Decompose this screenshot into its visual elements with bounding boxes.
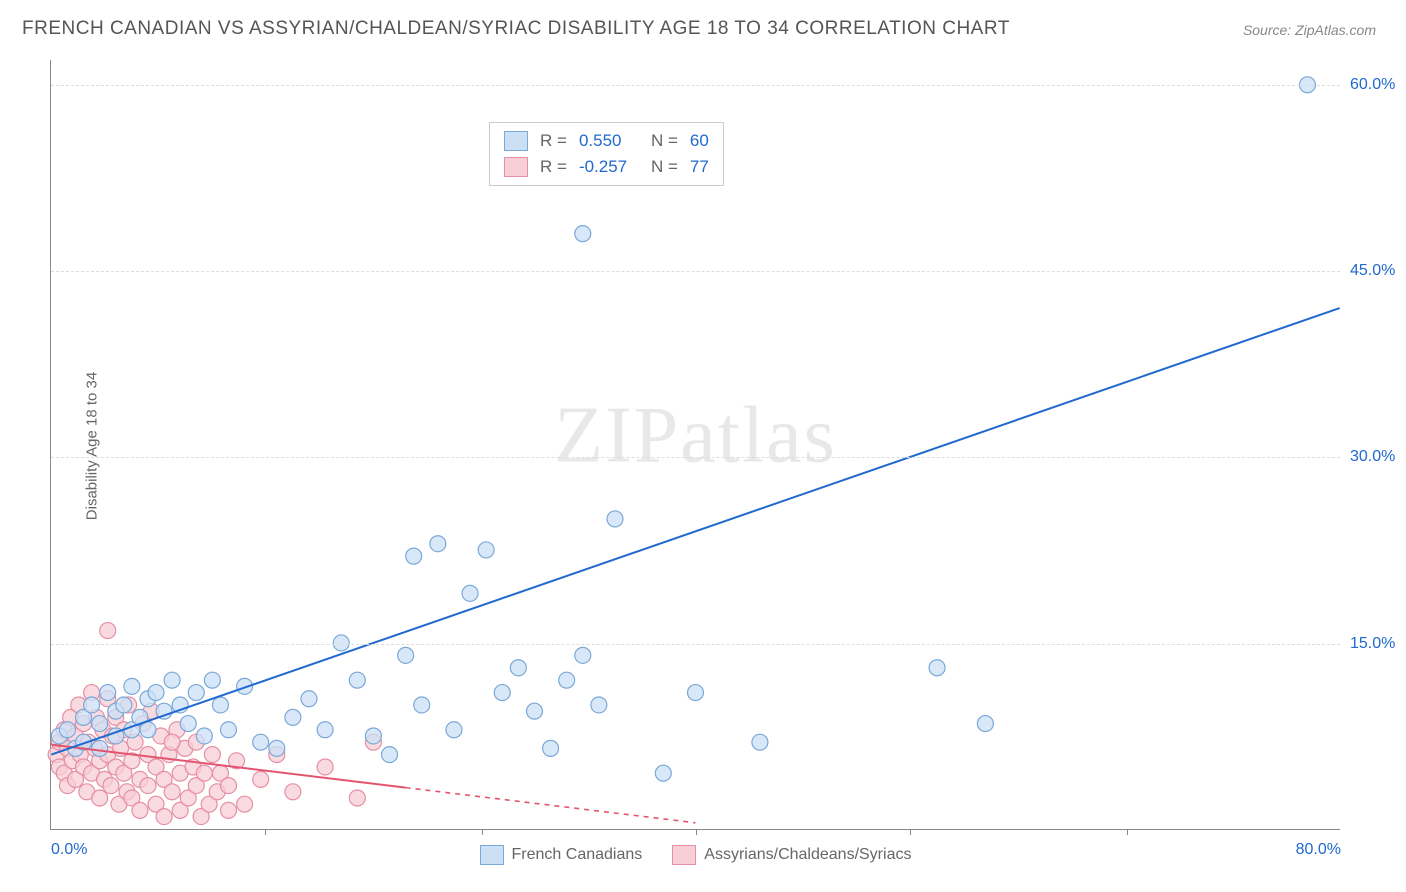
r-label: R =	[540, 157, 567, 177]
x-tick-label: 0.0%	[51, 841, 87, 859]
x-tick-mark	[265, 829, 266, 835]
bottom-legend: French Canadians Assyrians/Chaldeans/Syr…	[51, 845, 1340, 865]
n-label: N =	[651, 131, 678, 151]
gridline-h	[51, 271, 1340, 272]
y-tick-label: 45.0%	[1350, 262, 1406, 280]
x-tick-mark	[910, 829, 911, 835]
y-tick-label: 30.0%	[1350, 448, 1406, 466]
x-tick-mark	[1127, 829, 1128, 835]
correlation-legend: R = 0.550 N = 60 R = -0.257 N = 77	[489, 122, 724, 186]
swatch-series-2	[504, 157, 528, 177]
series-1-label: French Canadians	[512, 846, 643, 864]
gridline-h	[51, 85, 1340, 86]
x-tick-mark	[696, 829, 697, 835]
y-tick-label: 60.0%	[1350, 76, 1406, 94]
gridline-h	[51, 644, 1340, 645]
r-value: 0.550	[579, 131, 639, 151]
r-value: -0.257	[579, 157, 639, 177]
y-tick-label: 15.0%	[1350, 635, 1406, 653]
n-value: 77	[690, 157, 709, 177]
swatch-series-1-b	[480, 845, 504, 865]
legend-item-series-2: Assyrians/Chaldeans/Syriacs	[672, 845, 911, 865]
legend-row-series-1: R = 0.550 N = 60	[504, 128, 709, 154]
chart-title: FRENCH CANADIAN VS ASSYRIAN/CHALDEAN/SYR…	[22, 18, 1010, 40]
legend-row-series-2: R = -0.257 N = 77	[504, 154, 709, 180]
swatch-series-2-b	[672, 845, 696, 865]
gridline-h	[51, 457, 1340, 458]
series-2-label: Assyrians/Chaldeans/Syriacs	[704, 846, 911, 864]
r-label: R =	[540, 131, 567, 151]
x-tick-label: 80.0%	[1296, 841, 1341, 859]
legend-item-series-1: French Canadians	[480, 845, 643, 865]
x-tick-mark	[482, 829, 483, 835]
swatch-series-1	[504, 131, 528, 151]
plot-area: ZIPatlas R = 0.550 N = 60 R = -0.257 N =…	[50, 60, 1340, 830]
source-label: Source: ZipAtlas.com	[1243, 22, 1376, 38]
n-value: 60	[690, 131, 709, 151]
n-label: N =	[651, 157, 678, 177]
